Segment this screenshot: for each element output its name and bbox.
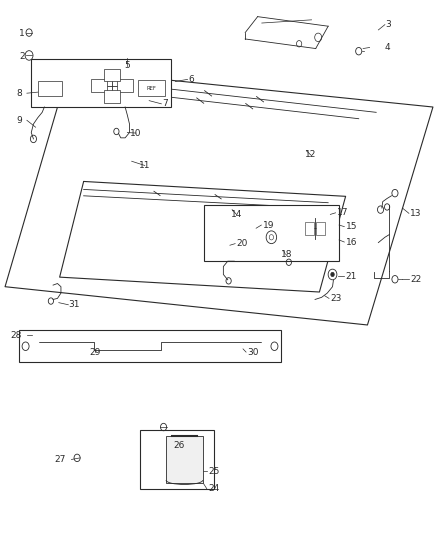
Text: 16: 16 [346,238,357,247]
Text: 26: 26 [173,441,184,450]
Text: 30: 30 [247,348,259,357]
Text: 9: 9 [16,116,21,125]
Text: 10: 10 [130,128,142,138]
Text: 3: 3 [385,20,391,29]
Bar [141,430,214,489]
Bar [316,222,325,235]
Text: 19: 19 [263,221,274,230]
Circle shape [331,272,334,277]
Bar [38,82,62,96]
Text: 4: 4 [385,43,391,52]
Text: 1: 1 [19,29,25,38]
Bar [204,205,339,261]
Text: 28: 28 [10,330,21,340]
Text: 21: 21 [346,272,357,280]
Text: 15: 15 [346,222,357,231]
Bar [31,59,171,107]
Text: 14: 14 [231,210,242,219]
Text: 11: 11 [139,161,151,170]
Bar [166,435,203,483]
Bar [19,330,281,362]
Text: 25: 25 [208,467,219,475]
Bar [104,69,120,82]
Text: 5: 5 [124,61,130,70]
Text: 18: 18 [281,250,293,259]
Text: 24: 24 [208,484,219,493]
Text: 2: 2 [19,52,25,61]
Text: 17: 17 [337,208,348,217]
Text: 8: 8 [16,88,21,98]
Bar [305,222,314,235]
Bar [104,90,120,103]
Text: 23: 23 [330,294,342,303]
Text: 7: 7 [162,99,168,108]
Text: 6: 6 [188,75,194,84]
Text: 27: 27 [54,455,65,464]
Text: 22: 22 [410,274,421,284]
Bar [91,79,107,92]
Text: 31: 31 [68,300,80,309]
Bar [117,79,133,92]
Text: 29: 29 [89,348,100,357]
Text: REF: REF [147,86,157,91]
Text: 12: 12 [305,150,316,159]
Text: 13: 13 [410,209,422,218]
Text: 20: 20 [237,239,248,248]
Bar [138,80,165,96]
